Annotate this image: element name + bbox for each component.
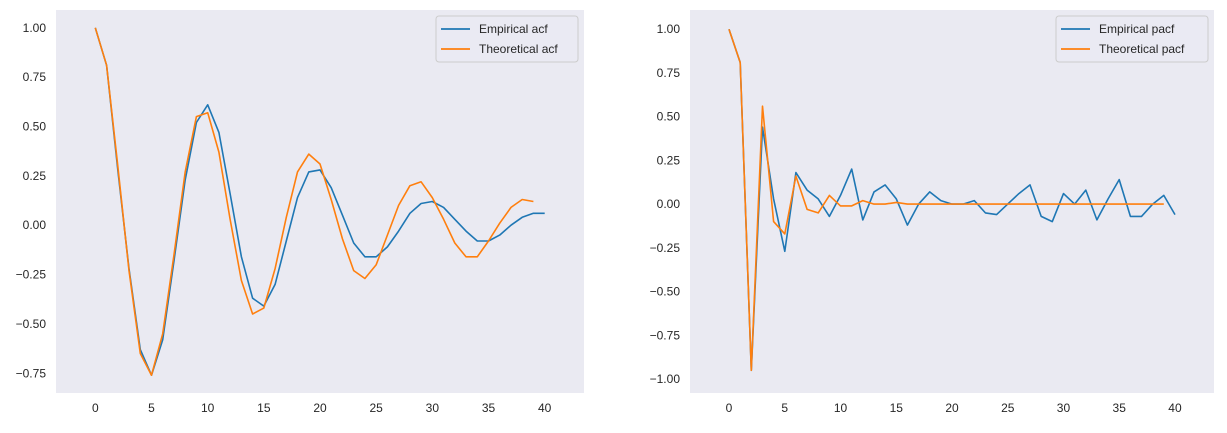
y-tick-label: 0.00 (657, 197, 681, 211)
x-tick-label: 15 (257, 401, 271, 415)
chart-pacf: 0 5 10 15 20 25 30 35 40 −1.00 −0.75 −0.50 −0.25 0.00… (650, 10, 1214, 415)
x-tick-label: 5 (781, 401, 788, 415)
x-tick-label: 30 (426, 401, 440, 415)
legend-label: Empirical acf (479, 22, 548, 36)
y-tick-label: 0.25 (657, 153, 681, 167)
x-tick-label: 0 (726, 401, 733, 415)
x-tick-label: 25 (1001, 401, 1015, 415)
y-tick-label: −0.50 (16, 317, 47, 331)
series-line-theoretical (94, 27, 534, 377)
y-tick-label: −0.50 (650, 285, 681, 299)
x-tick-label: 30 (1057, 401, 1071, 415)
x-tick-label: 10 (834, 401, 848, 415)
chart-acf: 0 5 10 15 20 25 30 35 40 −0.75 −0.50 −0.25 0.00 0.25 0… (16, 10, 584, 415)
legend-label: Theoretical pacf (1099, 42, 1185, 56)
x-tick-label: 15 (890, 401, 904, 415)
y-tick-label: 0.25 (23, 169, 47, 183)
y-tick-label: −0.25 (16, 268, 47, 282)
legend-box (1055, 15, 1209, 63)
y-tick-label: −0.25 (650, 241, 681, 255)
y-tick-label: 1.00 (657, 22, 681, 36)
legend-label: Empirical pacf (1099, 22, 1175, 36)
x-tick-label: 0 (92, 401, 99, 415)
x-tick-label: 20 (313, 401, 327, 415)
y-tick-label: 0.75 (23, 70, 47, 84)
y-tick-label: 0.00 (23, 218, 47, 232)
legend: Empirical pacf Theoretical pacf (1055, 15, 1209, 63)
y-tick-label: 0.50 (23, 119, 47, 133)
series-line-theoretical (728, 28, 1164, 372)
x-tick-label: 35 (482, 401, 496, 415)
x-tick-label: 35 (1113, 401, 1127, 415)
y-tick-label: 1.00 (23, 21, 47, 35)
plot-area (690, 10, 1214, 393)
series-line-empirical (94, 27, 545, 377)
legend-label: Theoretical acf (479, 42, 558, 56)
legend-box (435, 15, 579, 63)
y-tick-label: −1.00 (650, 372, 681, 386)
y-tick-label: −0.75 (16, 366, 47, 380)
y-tick-label: 0.50 (657, 110, 681, 124)
x-tick-label: 40 (538, 401, 552, 415)
x-tick-label: 10 (201, 401, 215, 415)
plot-area (56, 10, 584, 393)
x-tick-label: 20 (945, 401, 959, 415)
legend: Empirical acf Theoretical acf (435, 15, 579, 63)
y-tick-label: −0.75 (650, 328, 681, 342)
x-tick-label: 5 (148, 401, 155, 415)
x-tick-label: 40 (1168, 401, 1182, 415)
y-tick-label: 0.75 (657, 66, 681, 80)
x-tick-label: 25 (369, 401, 383, 415)
